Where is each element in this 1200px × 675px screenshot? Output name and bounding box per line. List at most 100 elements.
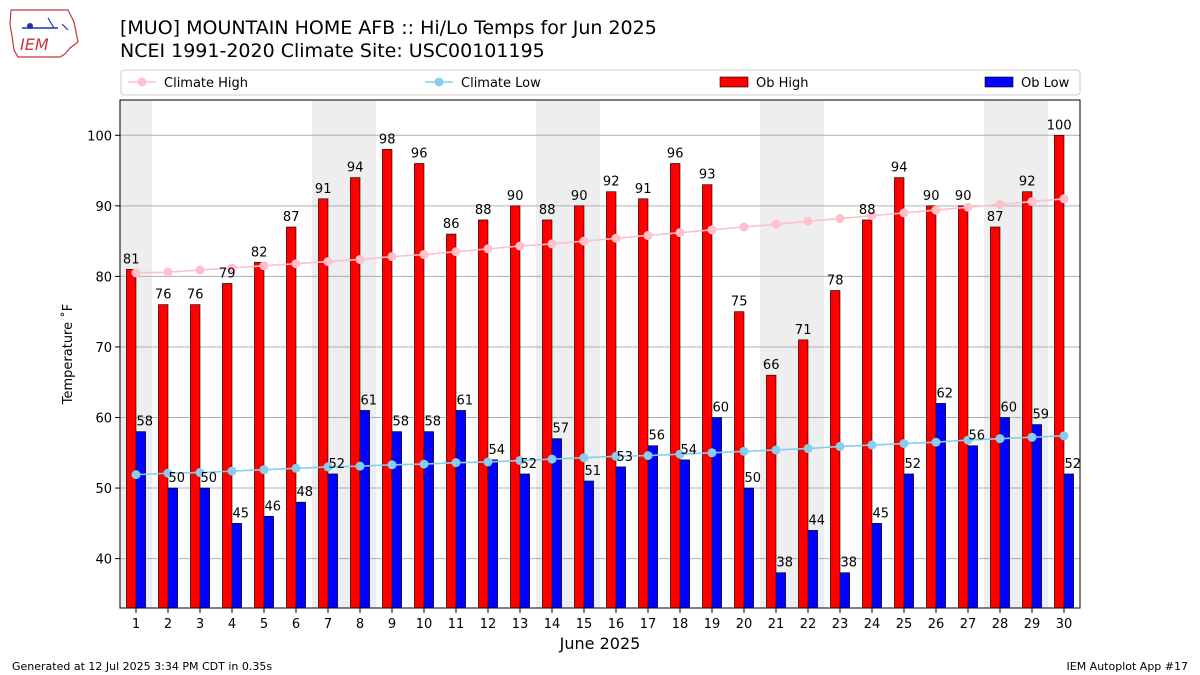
y-tick-label: 40 bbox=[95, 553, 112, 568]
ob-high-label: 87 bbox=[283, 210, 300, 225]
app-credit: IEM Autoplot App #17 bbox=[1066, 660, 1189, 673]
ob-low-bar bbox=[391, 431, 402, 609]
ob-low-bar bbox=[1063, 473, 1074, 609]
climate-high-point bbox=[259, 261, 269, 271]
ob-high-bar bbox=[126, 269, 137, 609]
climate-low-point bbox=[291, 463, 301, 473]
ob-low-bar bbox=[711, 417, 722, 609]
ob-low-bar bbox=[167, 487, 178, 609]
climate-high-point bbox=[771, 219, 781, 229]
ob-high-bar bbox=[702, 184, 713, 609]
x-tick-label: 1 bbox=[132, 617, 140, 632]
ob-low-bar bbox=[199, 487, 210, 609]
climate-low-point bbox=[547, 454, 557, 464]
ob-high-label: 94 bbox=[891, 161, 908, 176]
x-axis-label: June 2025 bbox=[559, 634, 641, 653]
ob-low-label: 60 bbox=[713, 401, 730, 416]
ob-low-bar bbox=[967, 445, 978, 609]
ob-low-label: 54 bbox=[489, 443, 506, 458]
ob-low-label: 57 bbox=[553, 422, 570, 437]
ob-high-bar bbox=[1022, 191, 1033, 609]
ob-low-label: 62 bbox=[937, 386, 954, 401]
ob-low-bar bbox=[903, 473, 914, 609]
climate-high-point bbox=[387, 252, 397, 262]
climate-high-point bbox=[739, 222, 749, 232]
climate-high-legend-marker bbox=[137, 77, 147, 87]
ob-low-label: 48 bbox=[297, 485, 314, 500]
climate-low-legend-marker bbox=[434, 77, 444, 87]
climate-high-point bbox=[1059, 194, 1069, 204]
ob-low-label: 56 bbox=[649, 429, 666, 444]
ob-high-label: 94 bbox=[347, 161, 364, 176]
ob-high-bar bbox=[606, 191, 617, 609]
climate-high-point bbox=[803, 216, 813, 226]
climate-high-point bbox=[1027, 197, 1037, 207]
y-tick-label: 80 bbox=[95, 270, 112, 285]
x-tick-label: 21 bbox=[768, 617, 785, 632]
ob-low-label: 38 bbox=[841, 556, 858, 571]
x-tick-label: 9 bbox=[388, 617, 396, 632]
ob-low-label: 56 bbox=[969, 429, 986, 444]
climate-high-point bbox=[451, 247, 461, 257]
ob-low-label: 45 bbox=[233, 506, 250, 521]
x-tick-label: 14 bbox=[544, 617, 561, 632]
climate-low-point bbox=[355, 461, 365, 471]
ob-low-bar bbox=[743, 487, 754, 609]
ob-high-bar bbox=[478, 219, 489, 609]
x-tick-label: 24 bbox=[864, 617, 881, 632]
climate-high-point bbox=[547, 239, 557, 249]
ob-low-label: 44 bbox=[809, 513, 826, 528]
climate-high-point bbox=[515, 241, 525, 251]
climate-high-point bbox=[643, 230, 653, 240]
ob-low-label: 50 bbox=[745, 471, 762, 486]
ob-high-legend-swatch bbox=[719, 76, 749, 88]
x-tick-label: 12 bbox=[480, 617, 497, 632]
ob-high-bar bbox=[542, 219, 553, 609]
climate-high-point bbox=[707, 225, 717, 235]
legend: Climate High Climate Low Ob High Ob Low bbox=[120, 69, 1081, 96]
ob-low-bar bbox=[327, 473, 338, 609]
ob-low-label: 61 bbox=[457, 393, 474, 408]
ob-high-label: 98 bbox=[379, 132, 396, 147]
ob-low-bar bbox=[807, 530, 818, 609]
x-tick-label: 5 bbox=[260, 617, 268, 632]
climate-high-point bbox=[291, 259, 301, 269]
ob-high-bar bbox=[638, 198, 649, 609]
ob-low-label: 38 bbox=[777, 556, 794, 571]
ob-high-bar bbox=[766, 374, 777, 609]
ob-high-bar bbox=[1054, 134, 1065, 609]
ob-high-label: 76 bbox=[187, 288, 204, 303]
x-tick-label: 26 bbox=[928, 617, 945, 632]
x-tick-label: 17 bbox=[640, 617, 657, 632]
ob-low-bar bbox=[231, 523, 242, 609]
ob-high-label: 90 bbox=[507, 189, 524, 204]
ob-high-label: 90 bbox=[571, 189, 588, 204]
climate-high-line bbox=[135, 197, 1065, 274]
ob-low-label: 51 bbox=[585, 464, 602, 479]
x-tick-label: 29 bbox=[1024, 617, 1041, 632]
ob-high-label: 92 bbox=[1019, 175, 1036, 190]
climate-high-point bbox=[419, 250, 429, 260]
y-tick-label: 70 bbox=[95, 341, 112, 356]
ob-high-label: 90 bbox=[923, 189, 940, 204]
ob-low-bar bbox=[295, 501, 306, 609]
ob-high-label: 96 bbox=[411, 147, 428, 162]
climate-high-point bbox=[163, 267, 173, 277]
ob-high-bar bbox=[734, 311, 745, 609]
x-tick-label: 23 bbox=[832, 617, 849, 632]
climate-low-point bbox=[931, 437, 941, 447]
ob-high-label: 91 bbox=[635, 182, 652, 197]
climate-low-point bbox=[995, 434, 1005, 444]
ob-low-bar bbox=[487, 459, 498, 609]
x-tick-label: 7 bbox=[324, 617, 332, 632]
ob-high-label: 96 bbox=[667, 147, 684, 162]
ob-low-bar bbox=[263, 515, 274, 609]
ob-low-legend-swatch bbox=[984, 76, 1014, 88]
ob-low-bar bbox=[839, 572, 850, 609]
ob-high-bar bbox=[350, 177, 361, 609]
ob-high-bar bbox=[798, 339, 809, 609]
climate-high-point bbox=[195, 265, 205, 275]
ob-low-bar bbox=[647, 445, 658, 609]
x-tick-label: 18 bbox=[672, 617, 689, 632]
